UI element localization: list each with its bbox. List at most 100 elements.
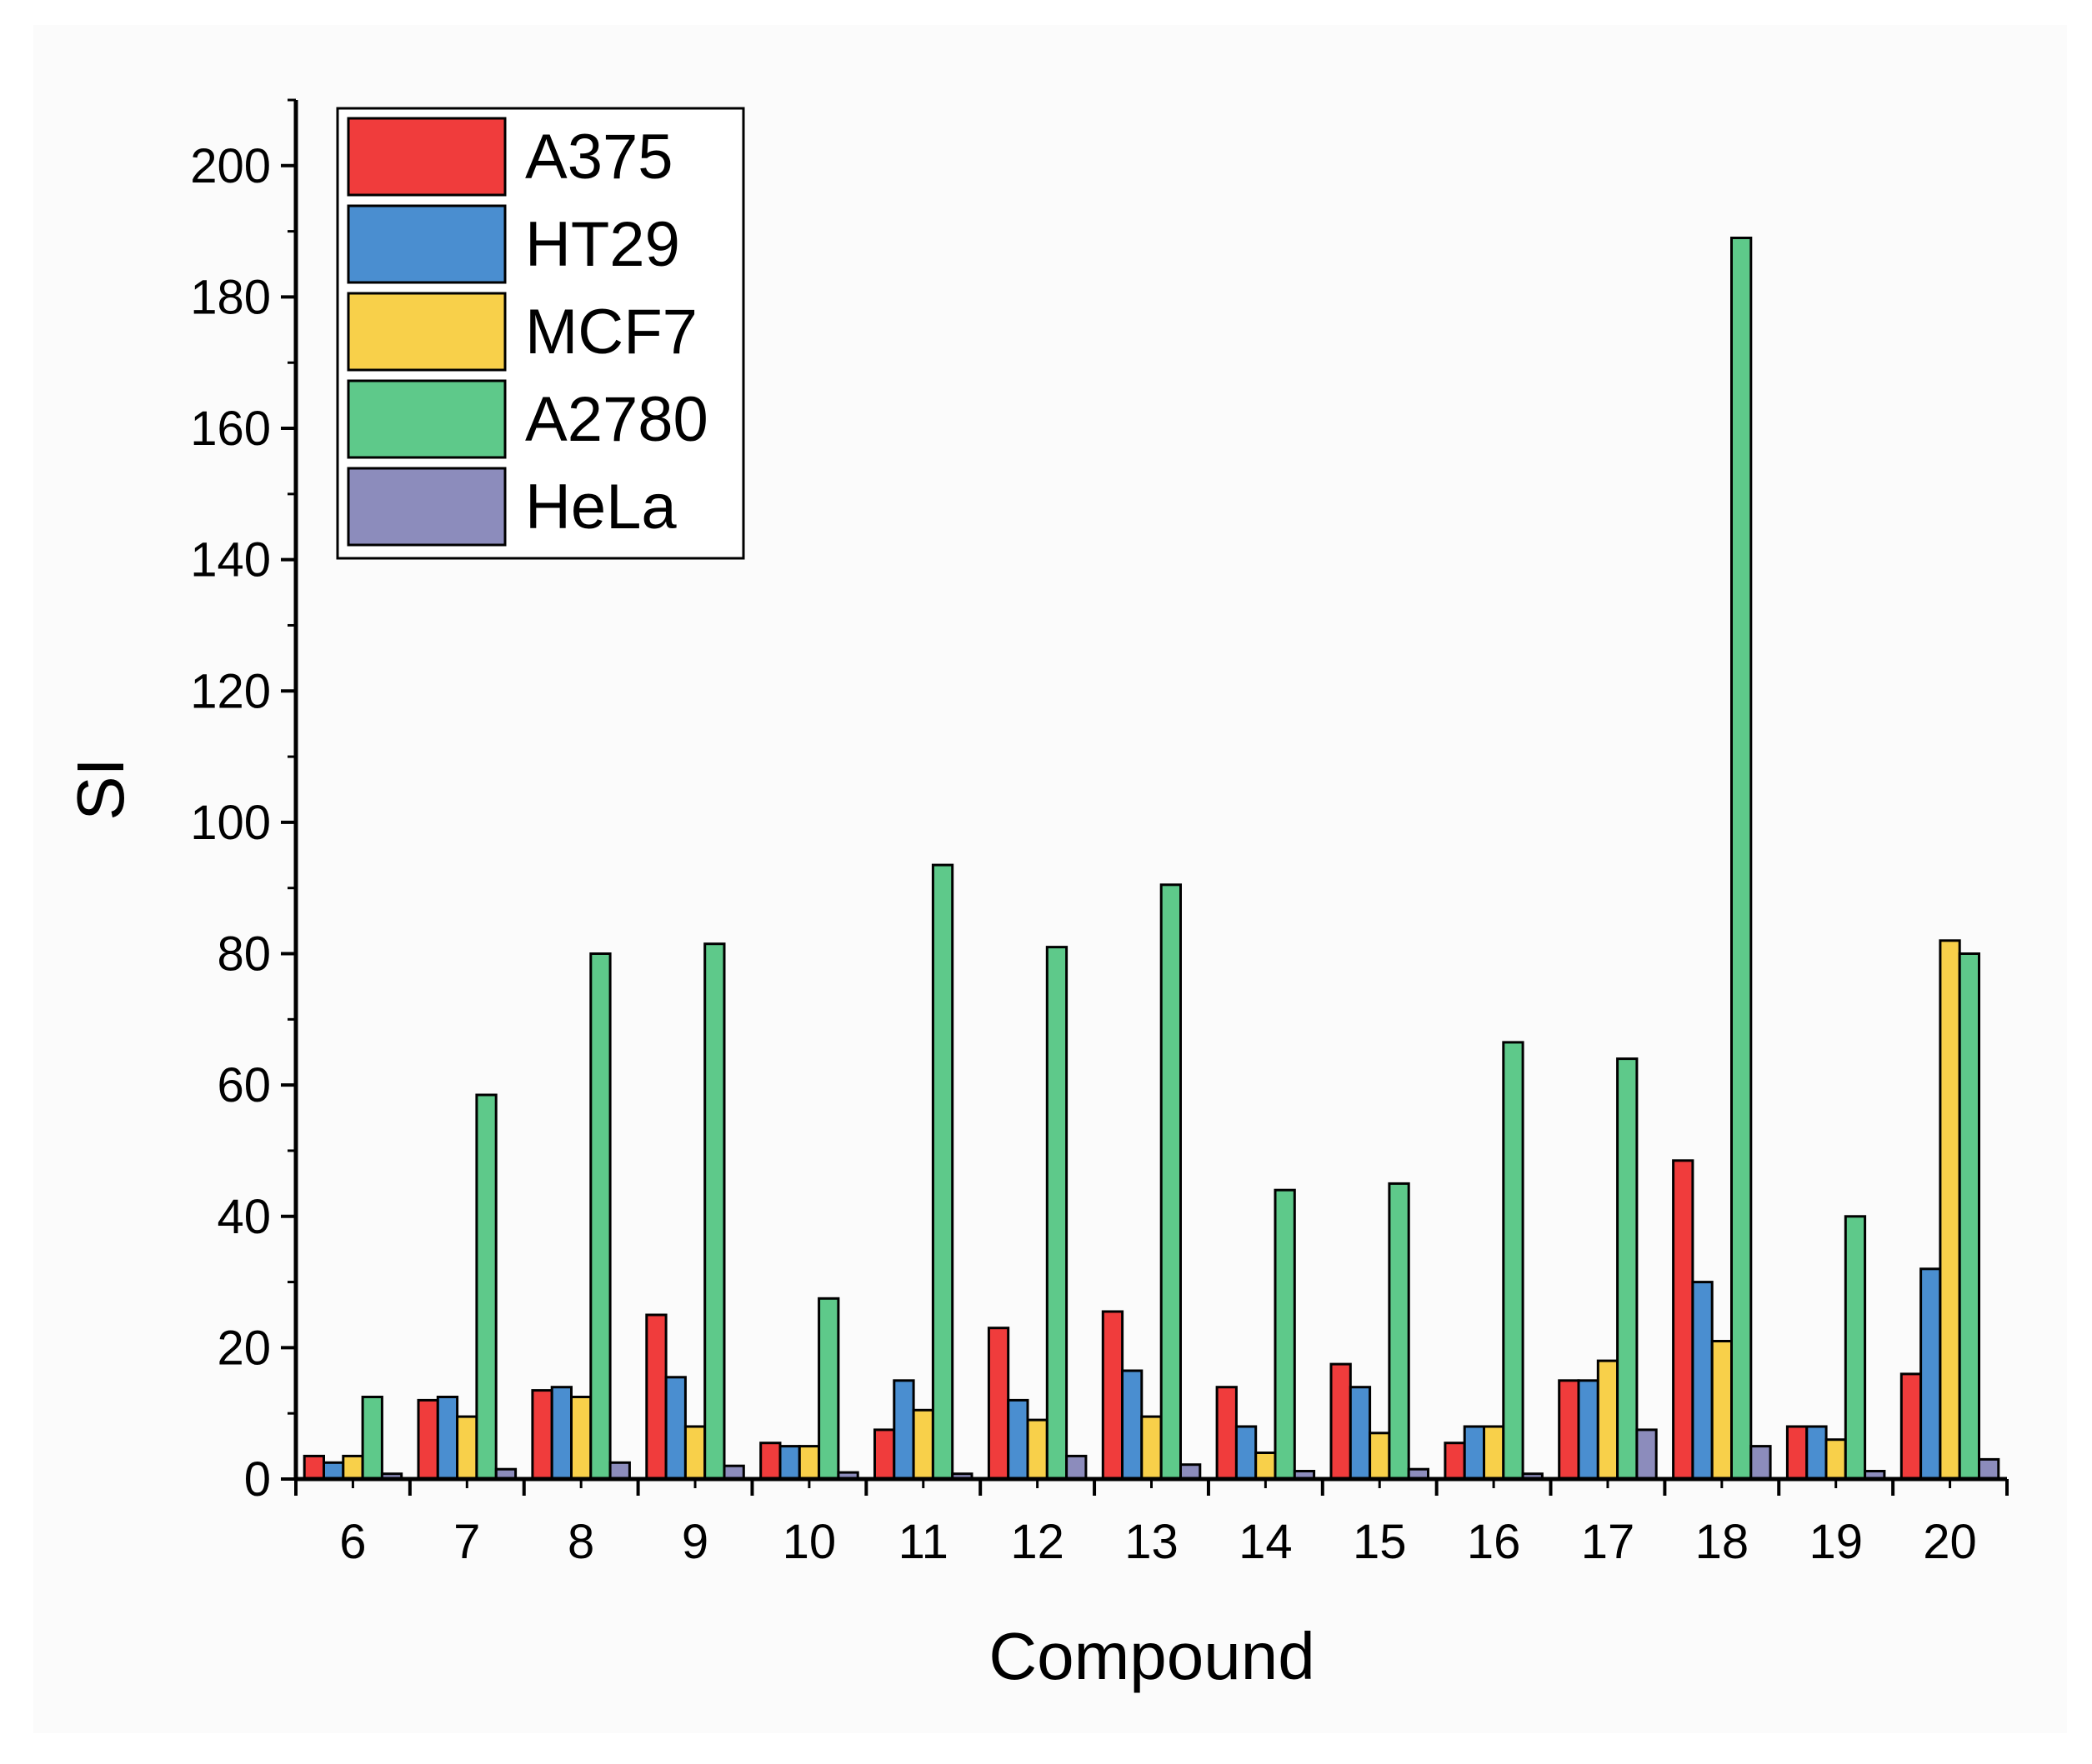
bar-a2780-compound-11 [931, 863, 954, 1481]
bar-mcf7-compound-20 [1939, 939, 1961, 1481]
ticks-layer: 0 20 40 60 80 100 120 140 160 180 200 6 7 8 9 10 11 12 13 1… [190, 98, 2009, 1569]
x-tick-label: 15 [1353, 1515, 1407, 1569]
bar-mcf7-compound-6 [342, 1454, 364, 1481]
bar-ht29-compound-19 [1805, 1425, 1828, 1481]
bar-ht29-compound-6 [323, 1461, 345, 1481]
x-tick-label: 14 [1239, 1515, 1293, 1569]
bar-ht29-compound-18 [1691, 1281, 1714, 1481]
bar-a2780-compound-15 [1388, 1182, 1410, 1481]
legend-label-hela: HeLa [525, 472, 677, 542]
legend-swatch-a2780 [347, 379, 507, 459]
legend-label-ht29: HT29 [525, 209, 680, 280]
y-tick-label: 20 [217, 1321, 271, 1375]
legend-label-mcf7: MCF7 [525, 297, 698, 367]
x-tick-label: 10 [783, 1515, 837, 1569]
legend: A375 HT29 MCF7 A2780 HeLa [336, 107, 745, 560]
y-tick-label: 180 [190, 270, 271, 324]
bar-a375-compound-15 [1329, 1362, 1352, 1481]
bar-a375-compound-6 [303, 1454, 326, 1481]
bar-a2780-compound-14 [1274, 1188, 1296, 1481]
bar-ht29-compound-7 [436, 1396, 459, 1481]
x-tick-label: 17 [1581, 1515, 1635, 1569]
y-tick-label: 120 [190, 664, 271, 718]
bar-mcf7-compound-12 [1026, 1418, 1049, 1481]
bar-a375-compound-9 [645, 1313, 668, 1481]
bar-a375-compound-18 [1672, 1159, 1694, 1481]
bar-a375-compound-7 [417, 1398, 439, 1481]
x-tick-label: 13 [1124, 1515, 1179, 1569]
y-axis-title: SI [63, 757, 138, 821]
bar-hela-compound-18 [1749, 1445, 1772, 1481]
legend-swatch-mcf7 [347, 292, 507, 372]
y-tick-label: 0 [244, 1452, 271, 1507]
bar-mcf7-compound-17 [1596, 1359, 1619, 1481]
bar-a375-compound-19 [1785, 1425, 1809, 1481]
x-axis-title: Compound [988, 1619, 1314, 1693]
bars-layer [303, 237, 2000, 1481]
x-tick-label: 19 [1809, 1515, 1863, 1569]
bar-mcf7-compound-15 [1369, 1432, 1391, 1481]
bar-mcf7-compound-7 [456, 1415, 478, 1481]
y-tick-label: 80 [217, 927, 271, 982]
legend-swatch-hela [347, 467, 507, 547]
y-tick-label: 60 [217, 1058, 271, 1112]
bar-mcf7-compound-19 [1824, 1438, 1847, 1481]
bar-mcf7-compound-11 [912, 1408, 934, 1481]
bar-ht29-compound-13 [1121, 1369, 1144, 1481]
bar-ht29-compound-8 [550, 1386, 573, 1481]
bar-hela-compound-12 [1065, 1454, 1088, 1481]
bar-a375-compound-16 [1444, 1442, 1466, 1481]
bar-a2780-compound-8 [589, 952, 612, 1481]
y-tick-label: 140 [190, 533, 271, 587]
bar-ht29-compound-16 [1463, 1425, 1485, 1481]
bar-a2780-compound-6 [361, 1396, 383, 1481]
bar-ht29-compound-12 [1007, 1398, 1029, 1481]
bar-ht29-compound-17 [1577, 1379, 1599, 1481]
bar-ht29-compound-15 [1349, 1386, 1372, 1481]
bar-a375-compound-11 [873, 1428, 896, 1481]
bar-a2780-compound-13 [1159, 883, 1182, 1481]
bar-hela-compound-8 [608, 1461, 631, 1481]
bar-a375-compound-10 [759, 1442, 782, 1481]
bar-hela-compound-17 [1635, 1428, 1658, 1481]
y-tick-label: 100 [190, 796, 271, 850]
bar-a375-compound-20 [1899, 1372, 1923, 1481]
x-tick-label: 8 [568, 1515, 594, 1569]
bar-a2780-compound-18 [1730, 237, 1753, 1481]
x-tick-label: 16 [1467, 1515, 1521, 1569]
bar-ht29-compound-10 [778, 1445, 801, 1481]
bar-mcf7-compound-8 [570, 1396, 593, 1481]
x-tick-label: 7 [453, 1515, 480, 1569]
bar-ht29-compound-14 [1234, 1425, 1258, 1481]
bar-a2780-compound-20 [1958, 952, 1980, 1481]
bar-mcf7-compound-9 [683, 1425, 707, 1481]
bar-mcf7-compound-10 [798, 1445, 821, 1481]
bar-a2780-compound-7 [475, 1093, 498, 1481]
bar-a375-compound-17 [1558, 1379, 1580, 1481]
x-tick-label: 20 [1923, 1515, 1977, 1569]
legend-swatch-ht29 [347, 204, 507, 284]
bar-mcf7-compound-18 [1710, 1340, 1733, 1481]
bar-a2780-compound-9 [703, 942, 726, 1481]
legend-label-a2780: A2780 [525, 384, 708, 455]
bar-a2780-compound-12 [1045, 946, 1069, 1481]
bar-a2780-compound-19 [1844, 1215, 1867, 1481]
bar-ht29-compound-11 [893, 1379, 915, 1481]
bar-a2780-compound-17 [1616, 1057, 1639, 1481]
x-tick-label: 6 [339, 1515, 366, 1569]
legend-swatch-a375 [347, 117, 507, 197]
bar-a375-compound-12 [987, 1327, 1010, 1481]
bar-ht29-compound-20 [1919, 1267, 1942, 1481]
bar-hela-compound-13 [1179, 1463, 1202, 1481]
bar-a375-compound-13 [1101, 1310, 1124, 1481]
bar-hela-compound-20 [1978, 1457, 2000, 1481]
bar-a2780-compound-16 [1502, 1041, 1524, 1481]
legend-label-a375: A375 [525, 122, 673, 192]
x-tick-label: 11 [898, 1515, 948, 1569]
bar-mcf7-compound-16 [1483, 1425, 1505, 1481]
x-tick-label: 12 [1010, 1515, 1064, 1569]
bar-a2780-compound-10 [818, 1297, 840, 1481]
bar-ht29-compound-9 [664, 1376, 687, 1481]
x-tick-label: 9 [682, 1515, 708, 1569]
